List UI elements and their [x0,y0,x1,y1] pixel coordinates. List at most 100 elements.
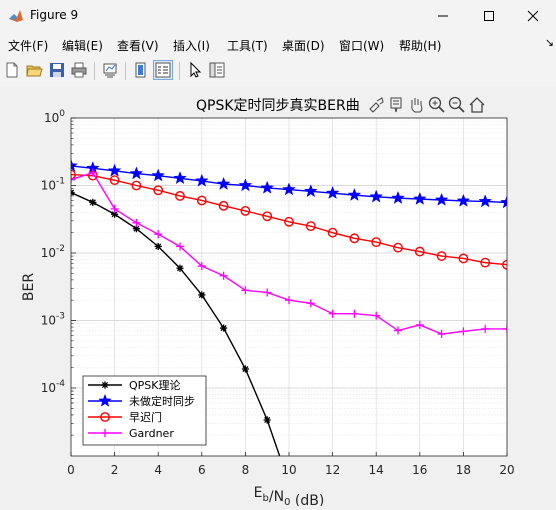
zoom-out-icon[interactable] [448,96,465,113]
dock-figure-icon[interactable]: ↘ [544,36,554,49]
data-point [153,185,164,196]
figure-canvas: 0 2 4 6 8 10 12 14 16 18 20 100 10-1 10-2 10-3 10-4 QPS… [0,86,556,509]
edit-pointer-icon[interactable] [186,61,204,79]
close-button[interactable] [510,0,556,32]
data-point [456,193,471,207]
data-point [327,227,338,238]
menu-file[interactable]: 文件(F) [8,39,49,53]
data-point [414,246,425,257]
series-layer [71,158,507,487]
link-plot-icon[interactable] [101,61,119,79]
data-point [263,288,272,297]
zoom-in-icon[interactable] [428,96,445,113]
y-tick-label: 10-3 [41,312,65,328]
data-point [347,187,362,201]
legend-marker [101,381,109,389]
matlab-icon [9,10,23,22]
menu-edit[interactable]: 编辑(E) [62,39,103,53]
data-point [371,237,382,248]
data-point [154,242,162,251]
axes-toolbar [369,96,485,113]
data-point [305,221,316,232]
data-point [218,200,229,211]
property-inspector-icon[interactable] [208,61,226,79]
print-icon[interactable] [70,61,88,79]
x-axis-label: Eb/N0 (dB) [254,485,325,506]
ber-plot: 0 2 4 6 8 10 12 14 16 18 20 100 10-1 10-2 10-3 10-4 QPS… [21,96,515,509]
menu-desktop[interactable]: 桌面(D) [282,39,325,53]
data-point [500,195,507,209]
data-point [415,320,424,329]
y-axis-label: BER [21,273,37,301]
menu-tools[interactable]: 工具(T) [227,39,268,53]
data-point [111,210,119,218]
data-point [369,189,384,203]
toolbar-separator [94,62,95,80]
legend-label: QPSK理论 [129,378,181,392]
data-point [219,271,228,280]
data-point [238,178,253,192]
data-tips-icon[interactable] [390,97,402,113]
x-tick-label: 10 [281,463,296,477]
new-figure-icon[interactable] [3,61,21,79]
open-file-icon[interactable] [25,61,43,79]
legend-label: 早迟门 [129,410,162,424]
series-circle [71,169,507,270]
data-point [151,168,166,182]
menu-window[interactable]: 窗口(W) [339,39,385,53]
data-point [328,309,337,318]
data-point [176,242,184,251]
data-point [262,211,273,222]
data-point [194,173,209,187]
series-asterisk [71,188,292,487]
maximize-button[interactable] [466,0,512,32]
pan-icon[interactable] [411,98,423,113]
y-tick-label: 10-2 [41,244,65,260]
legend-marker [101,429,109,437]
data-point [503,324,507,333]
data-point [285,480,292,487]
data-point [173,171,187,185]
chart-title: QPSK定时同步真实BER曲 [196,98,360,114]
data-point [325,185,340,200]
series-line [71,173,507,266]
menu-help[interactable]: 帮助(H) [399,39,442,53]
menu-insert[interactable]: 插入(I) [173,39,210,53]
menu-view[interactable]: 查看(V) [117,39,159,53]
x-tick-label: 6 [198,463,206,477]
x-tick-label: 4 [154,463,162,477]
maximize-icon [484,11,494,21]
data-point [306,299,315,308]
x-tick-label: 12 [325,463,340,477]
data-point [285,296,293,305]
legend-icon[interactable] [153,60,173,80]
data-point [284,216,294,227]
brush-icon[interactable] [369,97,384,113]
data-point [459,327,468,336]
data-point [349,233,360,244]
data-point [350,309,359,318]
restore-view-icon[interactable] [469,97,485,113]
data-point [480,257,491,268]
data-point [131,180,142,191]
colorbar-icon[interactable] [132,61,150,79]
y-tick-label: 10-1 [41,177,65,193]
y-tick-label: 100 [44,109,65,125]
data-point [437,330,446,339]
x-tick-label: 2 [111,463,119,477]
data-point [175,191,185,201]
x-tick-label: 16 [412,463,427,477]
data-point [220,324,228,332]
legend-label: 未做定时同步 [129,394,195,408]
data-point [71,175,75,184]
legend-label: Gardner [129,427,174,440]
legend-marker [100,412,110,422]
data-point [393,242,403,253]
save-icon[interactable] [48,61,66,79]
minimize-button[interactable] [420,0,466,32]
series-plus [71,168,507,339]
data-point [216,176,231,190]
data-point [71,158,78,172]
legend-marker [98,393,112,407]
